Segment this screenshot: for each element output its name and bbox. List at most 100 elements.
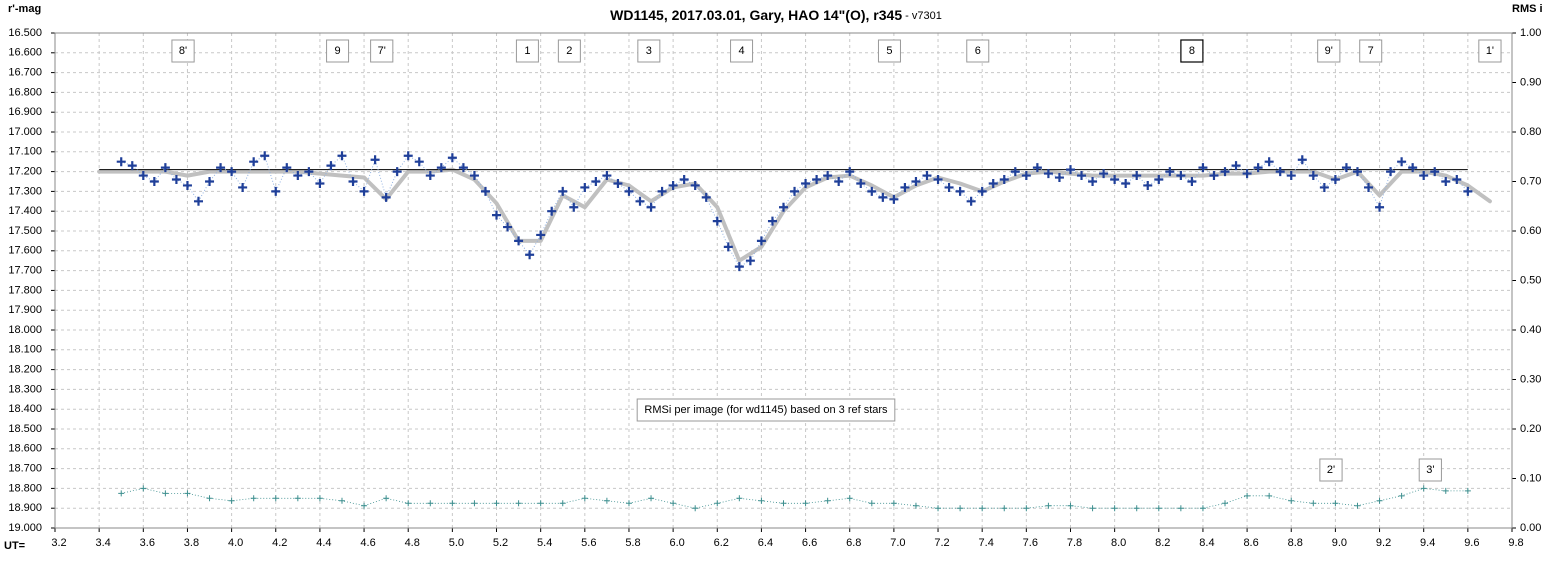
data-point <box>381 192 391 202</box>
x-tick-label: 8.2 <box>1155 537 1170 549</box>
x-tick-label: 3.4 <box>96 537 111 549</box>
rms-point <box>294 495 301 502</box>
y2-tick-label: 0.50 <box>1520 274 1541 286</box>
x-tick-label: 4.8 <box>405 537 420 549</box>
rms-point <box>228 497 235 504</box>
data-point <box>326 161 336 171</box>
rms-point <box>648 495 655 502</box>
model-curve <box>97 167 1492 263</box>
y-tick-label: 17.600 <box>8 245 42 257</box>
data-point <box>1154 175 1164 185</box>
data-point <box>1408 163 1418 173</box>
data-point <box>679 175 689 185</box>
x-tick-label: 7.4 <box>979 537 994 549</box>
y-tick-label: 17.100 <box>8 146 42 158</box>
data-point <box>1231 161 1241 171</box>
y2-tick-label: 0.60 <box>1520 225 1541 237</box>
rms-point <box>780 500 787 507</box>
rms-point <box>383 495 390 502</box>
annotation-label: 7' <box>378 45 386 57</box>
data-point <box>1021 171 1031 181</box>
y-tick-label: 17.500 <box>8 225 42 237</box>
rms-point <box>581 495 588 502</box>
rms-point <box>1133 505 1140 512</box>
data-point <box>1364 182 1374 192</box>
data-point <box>944 182 954 192</box>
y2-tick-label: 0.00 <box>1520 522 1541 534</box>
annotation-box <box>730 39 754 63</box>
data-point <box>1264 157 1274 167</box>
data-point <box>227 167 237 177</box>
rms-point <box>1464 487 1471 494</box>
data-point <box>1297 155 1307 165</box>
data-point <box>348 177 358 186</box>
annotation-box <box>636 398 896 422</box>
rms-point <box>1067 502 1074 509</box>
rms-point <box>1354 502 1361 509</box>
rms-point <box>1244 492 1251 499</box>
y2-axis-label: RMS i <box>1512 3 1543 15</box>
y2-tick-label: 0.20 <box>1520 423 1541 435</box>
data-point <box>856 178 866 188</box>
rms-point <box>758 497 765 504</box>
annotation-label: 5 <box>886 45 892 57</box>
data-point <box>900 182 910 192</box>
annotation-label: 4 <box>738 45 744 57</box>
x-axis-label: UT= <box>4 540 25 552</box>
rms-point <box>515 500 522 507</box>
rms-point <box>338 497 345 504</box>
rms-point <box>1089 505 1096 512</box>
data-point <box>1143 180 1153 190</box>
x-tick-label: 5.2 <box>493 537 508 549</box>
rms-point <box>1332 500 1339 507</box>
y2-tick-label: 0.80 <box>1520 126 1541 138</box>
data-point <box>392 167 402 177</box>
y-tick-label: 18.300 <box>8 383 42 395</box>
x-tick-label: 8.8 <box>1288 537 1303 549</box>
y-tick-label: 16.700 <box>8 67 42 79</box>
y-tick-label: 16.600 <box>8 47 42 59</box>
data-point <box>933 175 943 185</box>
data-point <box>1176 171 1186 181</box>
x-tick-label: 6.0 <box>669 537 684 549</box>
annotation-box <box>1478 39 1502 63</box>
data-point <box>205 177 215 186</box>
data-point <box>1187 177 1197 186</box>
data-point <box>293 171 303 181</box>
data-point <box>1341 163 1351 173</box>
annotation-label: 2' <box>1327 464 1335 476</box>
y-tick-label: 18.600 <box>8 443 42 455</box>
data-point <box>845 167 855 177</box>
data-point <box>834 177 844 186</box>
rms-point <box>1310 500 1317 507</box>
data-point <box>1010 167 1020 177</box>
x-tick-label: 6.2 <box>714 537 729 549</box>
rms-point <box>1420 485 1427 492</box>
annotation-label: 9 <box>335 45 341 57</box>
annotation-box <box>1317 39 1341 63</box>
data-point <box>160 163 170 173</box>
rms-point <box>1177 505 1184 512</box>
rms-point <box>361 502 368 509</box>
x-tick-label: 9.6 <box>1464 537 1479 549</box>
data-point <box>1242 169 1252 179</box>
y-tick-label: 18.800 <box>8 482 42 494</box>
data-point <box>1441 177 1451 186</box>
data-point <box>425 171 435 181</box>
data-point <box>701 192 711 202</box>
rms-point <box>1045 502 1052 509</box>
x-tick-label: 7.0 <box>890 537 905 549</box>
chart-subtitle: - v7301 <box>902 10 942 22</box>
data-point <box>1375 202 1385 212</box>
data-point <box>138 171 148 181</box>
x-tick-label: 6.6 <box>802 537 817 549</box>
rms-point <box>1376 497 1383 504</box>
annotation-label: 1 <box>524 45 530 57</box>
data-point <box>823 171 833 181</box>
data-point <box>1110 175 1120 185</box>
rms-point <box>272 495 279 502</box>
data-point <box>1099 169 1109 179</box>
rms-point <box>537 500 544 507</box>
data-point <box>1319 182 1329 192</box>
x-tick-label: 9.8 <box>1508 537 1523 549</box>
